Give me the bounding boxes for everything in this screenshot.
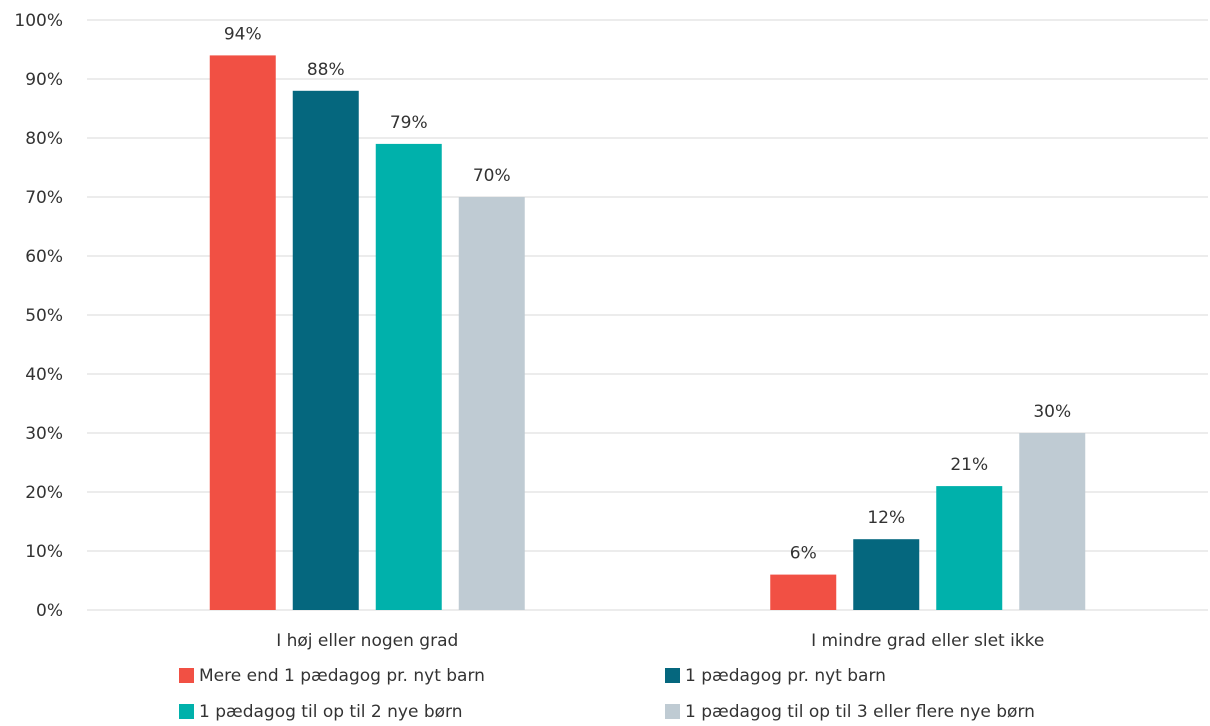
data-label: 30% xyxy=(1033,402,1071,422)
legend-label: Mere end 1 pædagog pr. nyt barn xyxy=(199,666,485,686)
y-tick-label: 50% xyxy=(25,306,63,326)
legend-label: 1 pædagog til op til 2 nye børn xyxy=(199,702,463,722)
data-label: 79% xyxy=(390,113,428,133)
y-tick-label: 60% xyxy=(25,247,63,267)
bar xyxy=(458,197,525,610)
y-tick-label: 100% xyxy=(14,11,63,31)
data-label: 70% xyxy=(473,166,511,186)
data-label: 94% xyxy=(224,24,262,44)
y-tick-label: 30% xyxy=(25,424,63,444)
bar xyxy=(853,539,920,610)
y-tick-label: 70% xyxy=(25,188,63,208)
legend-swatch xyxy=(665,704,680,719)
legend-label: 1 pædagog pr. nyt barn xyxy=(685,666,886,686)
data-label: 21% xyxy=(950,455,988,475)
legend-label: 1 pædagog til op til 3 eller flere nye b… xyxy=(685,702,1035,722)
bar xyxy=(209,55,276,610)
data-label: 88% xyxy=(307,60,345,80)
y-tick-label: 0% xyxy=(36,601,63,621)
bar xyxy=(375,143,442,610)
legend-swatch xyxy=(179,668,194,683)
legend-swatch xyxy=(665,668,680,683)
bar xyxy=(292,90,359,611)
data-label: 12% xyxy=(867,508,905,528)
y-tick-label: 90% xyxy=(25,70,63,90)
legend-swatch xyxy=(179,704,194,719)
bar xyxy=(936,486,1003,610)
y-tick-label: 80% xyxy=(25,129,63,149)
x-category-label: I høj eller nogen grad xyxy=(276,631,458,651)
data-label: 6% xyxy=(790,544,817,564)
bar xyxy=(770,574,837,610)
y-tick-label: 20% xyxy=(25,483,63,503)
y-tick-label: 40% xyxy=(25,365,63,385)
x-category-label: I mindre grad eller slet ikke xyxy=(811,631,1044,651)
y-tick-label: 10% xyxy=(25,542,63,562)
bar xyxy=(1019,433,1086,610)
